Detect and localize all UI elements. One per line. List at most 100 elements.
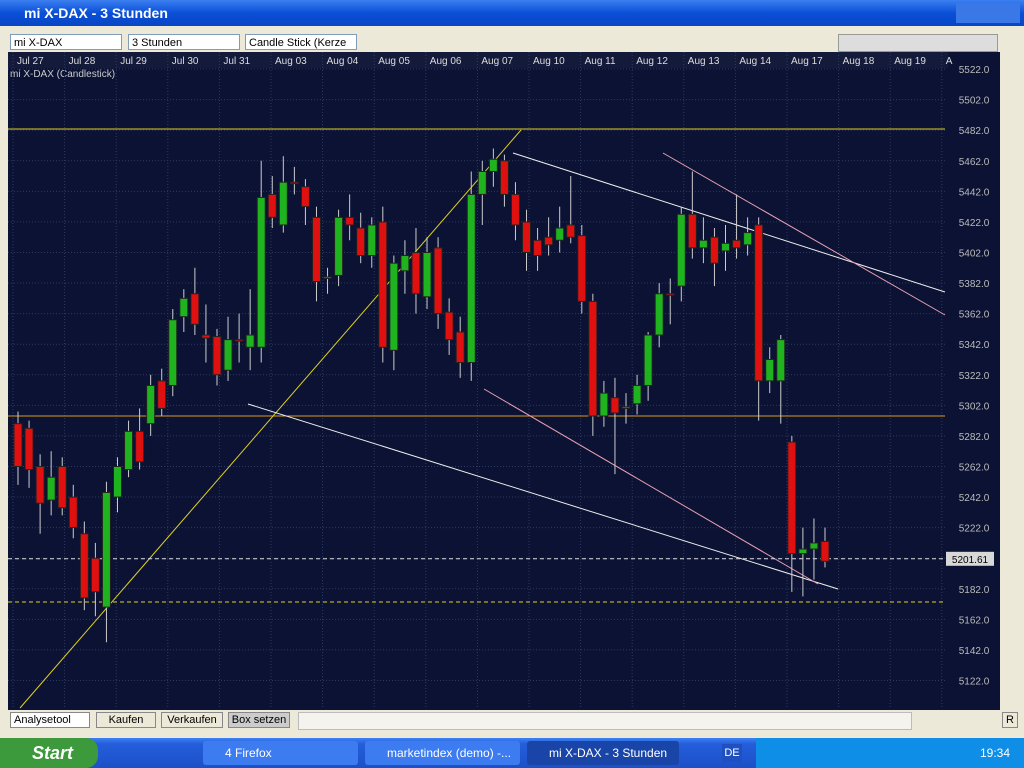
candle-body [422, 251, 432, 298]
candle-body [522, 221, 532, 253]
task-item[interactable]: 4 Firefox [203, 741, 358, 765]
candle-body [157, 380, 167, 409]
sell-button[interactable]: Verkaufen [161, 712, 223, 728]
candle-body [665, 293, 675, 296]
box-button[interactable]: Box setzen [228, 712, 290, 728]
candle-body [488, 158, 498, 172]
candle-body [57, 465, 67, 509]
candle-body [289, 181, 299, 185]
candle-body [477, 170, 487, 195]
x-tick-label: Aug 13 [688, 56, 720, 67]
candle-body [356, 227, 366, 257]
candle-body [323, 276, 333, 279]
candle-body [179, 297, 189, 318]
candle-body [533, 239, 543, 257]
candle-body [190, 293, 200, 325]
candle-body [709, 236, 719, 264]
candle-body [124, 430, 134, 471]
candle-body [433, 247, 443, 315]
x-tick-label: Aug 18 [843, 56, 875, 67]
y-tick-label: 5142.0 [959, 646, 990, 657]
drawing-line [662, 152, 946, 316]
candle-body [610, 397, 620, 414]
y-tick-label: 5282.0 [959, 432, 990, 443]
candle-body [168, 319, 178, 386]
candle-body [544, 236, 554, 246]
candle-body [732, 239, 742, 249]
y-tick-label: 5322.0 [959, 371, 990, 382]
x-tick-label: Aug 11 [585, 56, 616, 67]
buy-button[interactable]: Kaufen [96, 712, 156, 728]
candle-body [787, 441, 797, 555]
candle-body [510, 193, 520, 226]
y-tick-label: 5482.0 [959, 126, 990, 137]
x-tick-label: Aug 04 [327, 56, 359, 67]
candle-body [245, 334, 255, 348]
x-tick-label: Aug 06 [430, 56, 462, 67]
clock: 19:34 [756, 738, 1024, 768]
candle-body [24, 427, 34, 471]
drawing-line [19, 129, 522, 709]
candle-body [13, 423, 23, 467]
candle-body [621, 406, 631, 409]
candle-body [35, 465, 45, 504]
y-tick-label: 5342.0 [959, 340, 990, 351]
candle-body [632, 384, 642, 405]
candle-body [577, 235, 587, 302]
candle-body [146, 384, 156, 425]
x-tick-label: Aug 03 [275, 56, 307, 67]
y-tick-label: 5162.0 [959, 615, 990, 626]
chart-tools[interactable] [838, 34, 998, 52]
h-scrollbar[interactable] [298, 712, 912, 730]
candle-body [455, 331, 465, 364]
analysis-tool[interactable]: Analysetool [10, 712, 90, 728]
v-scrollbar[interactable] [1000, 52, 1018, 710]
candle-body [754, 224, 764, 382]
y-tick-label: 5302.0 [959, 401, 990, 412]
candle-body [809, 542, 819, 550]
candle-body [400, 255, 410, 272]
instrument-select[interactable]: mi X-DAX [10, 34, 122, 50]
y-tick-label: 5122.0 [959, 676, 990, 687]
language[interactable]: DE [722, 744, 742, 762]
candle-body [112, 465, 122, 498]
date-axis [8, 52, 948, 68]
candle-body [654, 293, 664, 336]
drawing-line [512, 152, 946, 293]
candle-body [101, 491, 111, 608]
candle-body [444, 311, 454, 341]
x-tick-label: Jul 31 [223, 56, 250, 67]
drawing-line [247, 403, 839, 590]
y-tick-label: 5502.0 [959, 96, 990, 107]
style-select[interactable]: Candle Stick (Kerze [245, 34, 357, 50]
window-controls[interactable] [956, 3, 1020, 23]
task-item[interactable]: marketindex (demo) -... [365, 741, 520, 765]
x-tick-label: Aug 19 [894, 56, 926, 67]
x-tick-label: Jul 27 [17, 56, 44, 67]
task-item[interactable]: mi X-DAX - 3 Stunden [527, 741, 679, 765]
candle-body [466, 193, 476, 364]
x-tick-label: Aug 07 [481, 56, 513, 67]
candle-body [599, 392, 609, 417]
candle-body [798, 548, 808, 555]
candle-body [378, 221, 388, 348]
reset-button[interactable]: R [1002, 712, 1018, 728]
y-tick-label: 5222.0 [959, 524, 990, 535]
candle-body [79, 533, 89, 599]
x-tick-label: Jul 30 [172, 56, 199, 67]
candle-body [367, 224, 377, 257]
window-title: mi X-DAX - 3 Stunden [24, 5, 168, 21]
x-tick-label: Jul 29 [120, 56, 147, 67]
candle-body [311, 216, 321, 283]
period-select[interactable]: 3 Stunden [128, 34, 240, 50]
candle-body [234, 339, 244, 342]
start-button[interactable]: Start [0, 738, 98, 768]
x-tick-label: Aug 17 [791, 56, 823, 67]
candle-body [345, 216, 355, 226]
candle-body [256, 196, 266, 348]
y-tick-label: 5362.0 [959, 310, 990, 321]
y-tick-label: 5242.0 [959, 493, 990, 504]
last-price-label: 5201.61 [952, 555, 989, 566]
y-tick-label: 5522.0 [959, 65, 990, 76]
candle-body [46, 476, 56, 501]
